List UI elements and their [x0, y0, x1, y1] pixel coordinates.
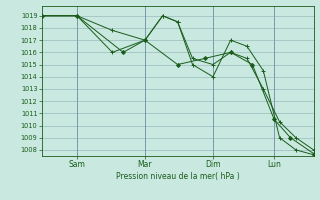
X-axis label: Pression niveau de la mer( hPa ): Pression niveau de la mer( hPa ) [116, 172, 239, 181]
